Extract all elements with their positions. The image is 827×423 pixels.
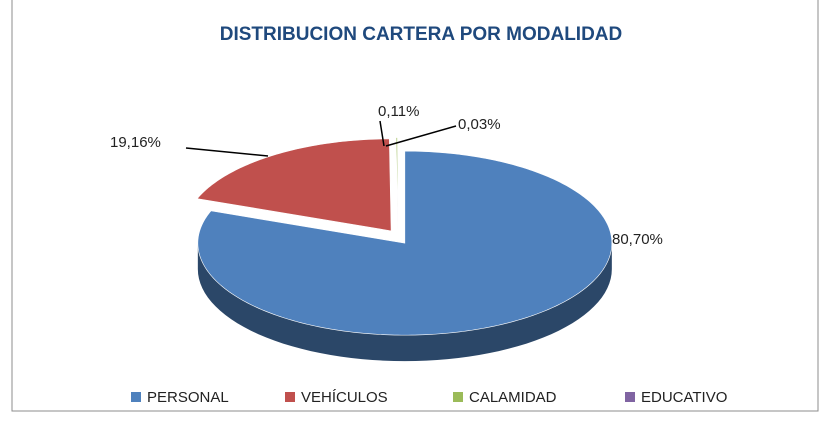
slice [197, 150, 613, 336]
data-label: 19,16% [110, 134, 161, 151]
data-label: 0,11% [378, 103, 419, 120]
data-label: 80,70% [612, 231, 663, 248]
leader-line [185, 147, 269, 157]
leader-line [379, 120, 385, 147]
data-label: 0,03% [458, 116, 501, 133]
pie [196, 137, 613, 362]
slice [196, 138, 392, 232]
legend-label: CALAMIDAD [469, 389, 557, 406]
legend-swatch [285, 392, 295, 402]
slice-side [197, 243, 612, 362]
legend: PERSONAL VEHÍCULOS CALAMIDAD EDUCATIVO [131, 389, 727, 406]
legend-swatch [453, 392, 463, 402]
leader-line [385, 125, 457, 147]
legend-swatch [131, 392, 141, 402]
legend-label: VEHÍCULOS [301, 389, 388, 406]
chart-title: DISTRIBUCION CARTERA POR MODALIDAD [220, 24, 623, 45]
legend-label: EDUCATIVO [641, 389, 727, 406]
legend-swatch [625, 392, 635, 402]
legend-label: PERSONAL [147, 389, 229, 406]
